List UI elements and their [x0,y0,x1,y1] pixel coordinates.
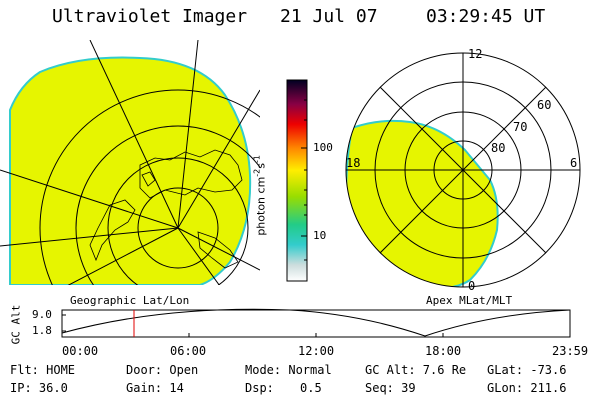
colorbar-tick-10: 10 [313,229,327,242]
status-ip: IP: 36.0 [10,381,68,395]
lat-label-70: 70 [513,120,528,134]
status-glon: GLon: 211.6 [487,381,567,395]
timeline-xtick-2359: 23:59 [552,344,589,358]
altitude-timeline [61,308,571,338]
timeline-ylabel: GC Alt [9,304,23,345]
time-label: 03:29:45 UT [426,6,546,27]
mlt-label-12: 12 [468,47,483,61]
status-dsp-value: 0.5 [300,381,322,395]
status-glat: GLat: -73.6 [487,363,567,377]
status-flt: Flt: HOME [10,363,76,377]
aurora-region-left [9,56,252,285]
unit-s: s [254,162,268,169]
mlt-label-0: 0 [468,279,476,293]
apex-panel [345,52,581,288]
instrument-title: Ultraviolet Imager [52,6,248,27]
status-seq: Seq: 39 [365,381,416,395]
status-door: Door: Open [126,363,199,377]
colorbar-ticks [301,99,307,261]
lat-label-60: 60 [537,98,552,112]
left-panel-caption: Geographic Lat/Lon [70,294,190,307]
timeline-ytick-1.8: 1.8 [32,324,52,337]
timeline-xtick-1200: 12:00 [298,344,335,358]
status-mode: Mode: Normal [245,363,332,377]
timeline-xtick-0000: 00:00 [62,344,99,358]
geographic-panel [0,40,260,285]
status-gain: Gain: 14 [126,381,184,395]
lat-label-80: 80 [491,141,506,155]
unit-exp-1: -2 [252,168,262,177]
aurora-region-right [346,119,499,287]
mlt-label-18: 18 [346,156,361,170]
colorbar-tick-100: 100 [313,141,333,154]
timeline-ytick-9: 9.0 [32,308,52,321]
right-panel-caption: Apex MLat/MLT [426,294,513,307]
colorbar [286,79,308,282]
unit-photon-cm: photon cm [254,176,268,236]
status-gc-alt: GC Alt: 7.6 Re [365,363,467,377]
mlt-label-6: 6 [570,156,578,170]
unit-exp-2: -1 [252,155,262,163]
timeline-xtick-1800: 18:00 [425,344,462,358]
colorbar-unit-label: photon cm-2s-1 [253,135,268,255]
timeline-xtick-0600: 06:00 [170,344,207,358]
date-label: 21 Jul 07 [280,6,378,27]
status-dsp-label: Dsp: [245,381,274,395]
